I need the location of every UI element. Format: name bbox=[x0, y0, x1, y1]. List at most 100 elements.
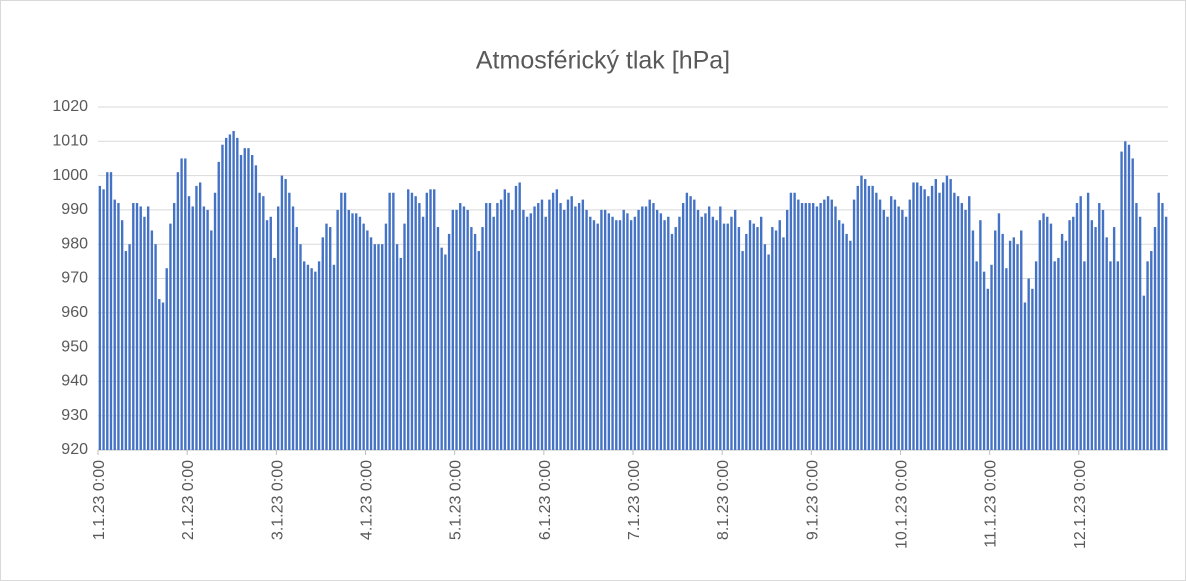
bar bbox=[135, 203, 139, 450]
bar bbox=[169, 223, 172, 450]
bar bbox=[641, 206, 644, 450]
bar bbox=[1023, 302, 1027, 450]
bar bbox=[901, 209, 904, 450]
bar bbox=[659, 213, 663, 450]
bar bbox=[329, 227, 332, 450]
x-tick-label: 5.1.23 0:00 bbox=[448, 460, 465, 540]
y-tick-label: 990 bbox=[61, 201, 88, 218]
bar bbox=[395, 244, 399, 450]
bar bbox=[745, 233, 748, 450]
bar bbox=[388, 192, 391, 450]
bar bbox=[670, 233, 674, 450]
bar bbox=[823, 199, 826, 450]
bar bbox=[228, 134, 232, 450]
bar bbox=[964, 209, 967, 450]
bar bbox=[763, 244, 767, 450]
bar bbox=[198, 182, 202, 450]
bar bbox=[849, 240, 852, 450]
bar bbox=[425, 192, 428, 450]
bar bbox=[934, 179, 937, 450]
bar bbox=[759, 216, 763, 450]
bar bbox=[470, 227, 473, 450]
bar bbox=[826, 196, 830, 450]
bar bbox=[663, 220, 666, 450]
bar bbox=[897, 206, 900, 450]
bar bbox=[1124, 141, 1127, 451]
bar bbox=[971, 230, 975, 450]
bar bbox=[652, 203, 655, 450]
bar bbox=[254, 165, 258, 450]
bar bbox=[574, 206, 577, 450]
bar bbox=[533, 206, 536, 450]
bar bbox=[1086, 192, 1090, 450]
bar bbox=[262, 196, 265, 450]
bar bbox=[295, 227, 298, 450]
bar bbox=[1005, 268, 1008, 450]
bar bbox=[172, 203, 176, 450]
bar bbox=[206, 209, 209, 450]
x-tick-label: 6.1.23 0:00 bbox=[537, 460, 554, 540]
bar bbox=[637, 209, 640, 450]
bar bbox=[247, 148, 250, 450]
bar bbox=[1083, 261, 1086, 450]
bar bbox=[852, 199, 856, 450]
bar bbox=[150, 230, 154, 450]
bar bbox=[217, 161, 220, 450]
bar bbox=[347, 209, 350, 450]
bar bbox=[1008, 240, 1012, 450]
bar bbox=[704, 213, 707, 450]
bar bbox=[106, 172, 109, 451]
bar bbox=[730, 216, 733, 450]
bar bbox=[213, 192, 217, 450]
bar bbox=[1146, 261, 1149, 450]
bar bbox=[785, 209, 789, 450]
bar bbox=[748, 220, 752, 450]
bar bbox=[960, 203, 963, 450]
bar bbox=[514, 185, 518, 450]
bar bbox=[1164, 216, 1168, 450]
bar bbox=[878, 199, 882, 450]
bar bbox=[462, 206, 466, 450]
bar bbox=[455, 209, 458, 450]
bar bbox=[1153, 227, 1157, 450]
bar bbox=[956, 196, 960, 450]
bar bbox=[741, 251, 744, 450]
bar bbox=[158, 299, 161, 450]
bar bbox=[563, 209, 566, 450]
bar bbox=[407, 189, 410, 450]
bar bbox=[804, 203, 807, 450]
bar bbox=[291, 206, 295, 450]
bar bbox=[1157, 192, 1160, 450]
bar bbox=[603, 209, 607, 450]
y-tick-label: 970 bbox=[61, 270, 88, 287]
bar bbox=[655, 209, 659, 450]
bar bbox=[942, 182, 945, 450]
bar bbox=[871, 185, 874, 450]
bar bbox=[856, 185, 859, 450]
x-tick-label: 7.1.23 0:00 bbox=[626, 460, 643, 540]
bar bbox=[507, 192, 510, 450]
bar bbox=[336, 209, 339, 450]
bar bbox=[377, 244, 380, 450]
bar bbox=[908, 199, 911, 450]
bar bbox=[834, 206, 837, 450]
bar bbox=[210, 230, 213, 450]
bar bbox=[1046, 216, 1049, 450]
bar bbox=[187, 196, 191, 450]
x-tick-label: 4.1.23 0:00 bbox=[359, 460, 376, 540]
bar bbox=[243, 148, 246, 450]
bar bbox=[544, 216, 547, 450]
bar bbox=[191, 206, 194, 450]
bar bbox=[607, 213, 611, 450]
bar bbox=[1101, 209, 1105, 450]
bar bbox=[481, 227, 484, 450]
bar bbox=[358, 216, 362, 450]
bar bbox=[1042, 213, 1045, 450]
bar bbox=[362, 223, 365, 450]
bar bbox=[982, 271, 986, 450]
bar bbox=[633, 216, 637, 450]
bar bbox=[678, 216, 681, 450]
bar bbox=[1138, 216, 1142, 450]
bar bbox=[700, 216, 703, 450]
